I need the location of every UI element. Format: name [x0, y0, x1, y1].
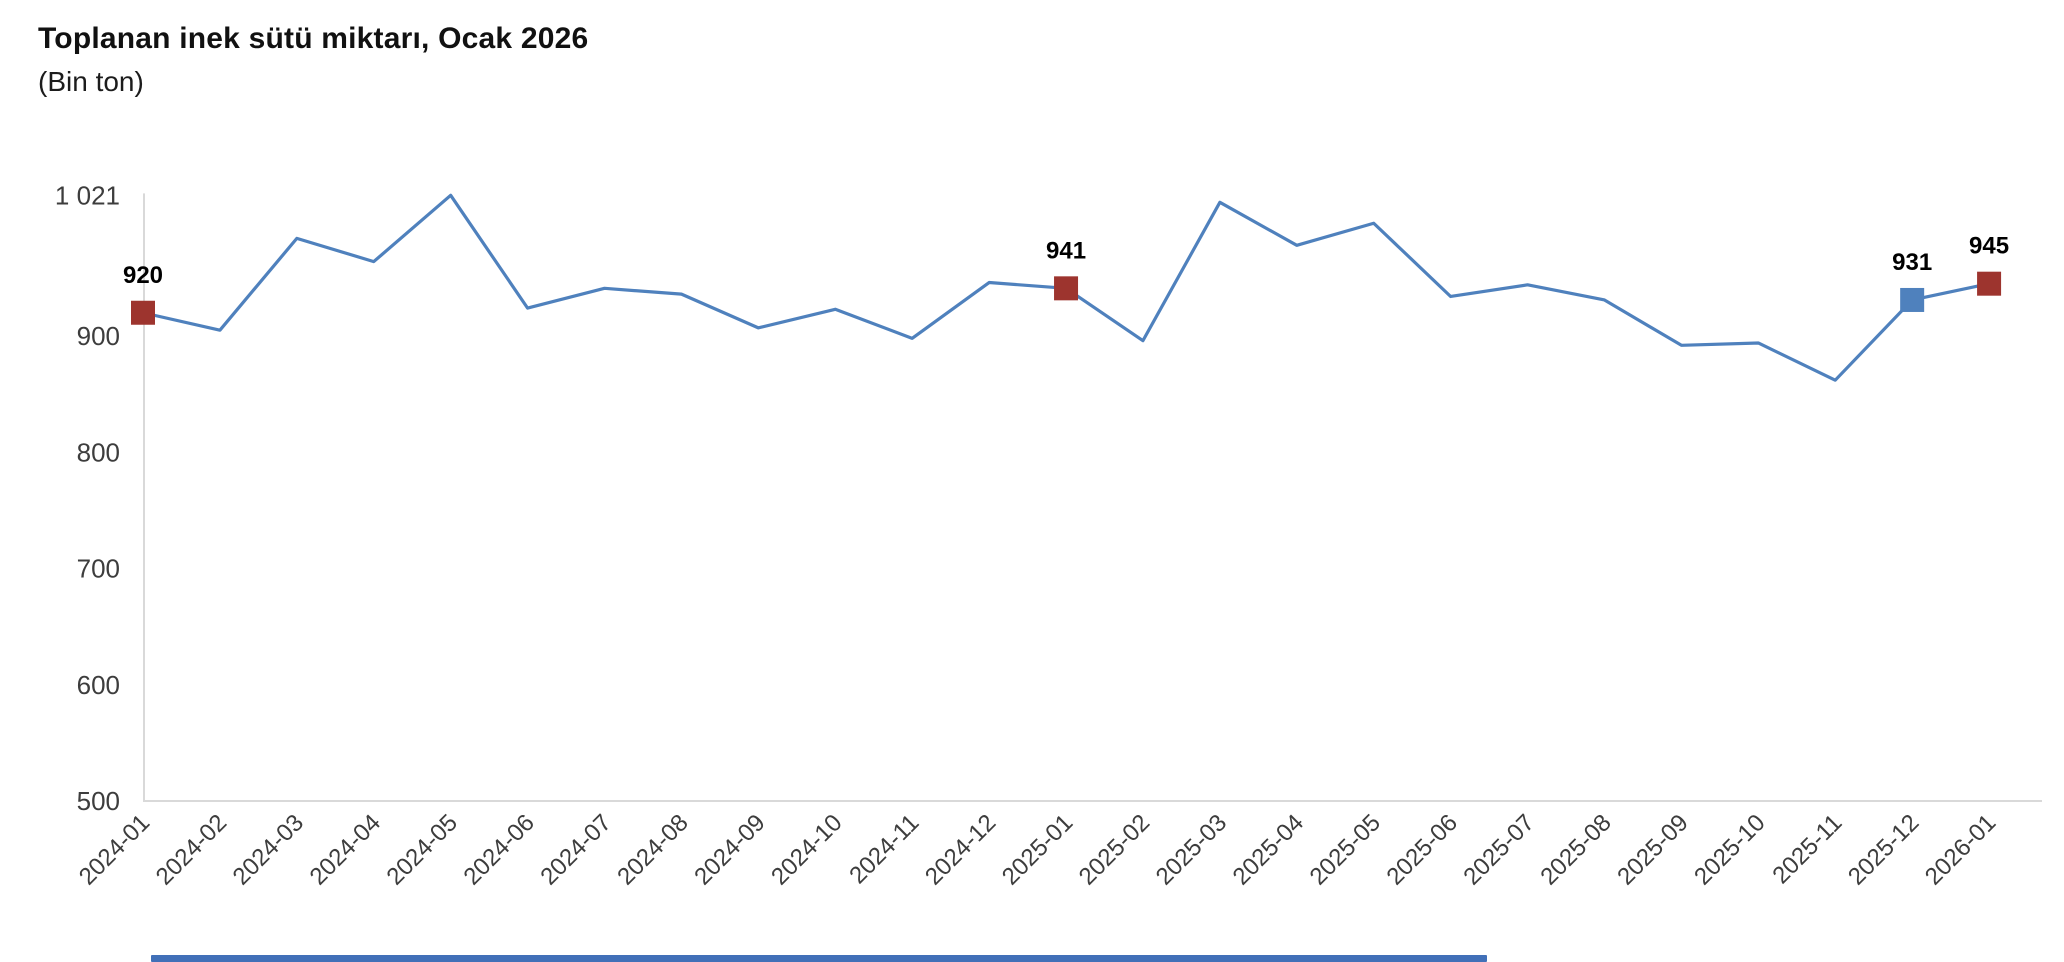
- y-axis-tick-label: 600: [77, 670, 120, 700]
- data-point-label: 931: [1892, 249, 1932, 276]
- y-axis-tick-label: 1 021: [55, 180, 120, 210]
- x-axis-tick-label: 2024-09: [689, 809, 770, 890]
- x-axis-tick-label: 2024-01: [74, 809, 155, 890]
- x-axis-tick-label: 2024-07: [535, 809, 616, 890]
- chart-title: Toplanan inek sütü miktarı, Ocak 2026: [38, 22, 589, 55]
- y-axis-tick-label: 900: [77, 321, 120, 351]
- data-point-label: 920: [123, 262, 163, 289]
- data-point-marker-2025-12[interactable]: [1900, 287, 1925, 312]
- data-point-marker-2024-01[interactable]: [131, 300, 155, 325]
- y-axis-tick-label: 800: [77, 437, 120, 467]
- data-point-label: 945: [1969, 233, 2009, 260]
- x-axis-tick-label: 2024-06: [458, 809, 539, 890]
- x-axis-tick-label: 2025-01: [997, 809, 1078, 890]
- x-axis-tick-label: 2024-10: [766, 809, 847, 890]
- x-axis-tick-label: 2024-08: [612, 809, 693, 890]
- bottom-partial-element-bar: [151, 955, 1487, 962]
- x-axis-tick-label: 2025-05: [1305, 809, 1386, 890]
- x-axis-tick-label: 2024-02: [151, 809, 232, 890]
- x-axis-tick-label: 2024-04: [305, 809, 386, 890]
- y-axis-tick-label: 700: [77, 554, 120, 584]
- x-axis-tick-label: 2024-11: [844, 809, 924, 889]
- x-axis-tick-label: 2025-07: [1458, 809, 1539, 890]
- x-axis-tick-label: 2025-04: [1228, 809, 1309, 890]
- x-axis-tick-label: 2025-02: [1074, 809, 1155, 890]
- y-axis-tick-label: 500: [77, 786, 120, 816]
- data-point-label: 941: [1046, 237, 1086, 264]
- x-axis-tick-label: 2024-12: [920, 809, 1001, 890]
- chart-unit-subtitle: (Bin ton): [38, 66, 144, 97]
- x-axis-tick-label: 2025-11: [1767, 809, 1847, 889]
- x-axis-tick-label: 2026-01: [1920, 809, 2001, 890]
- data-point-marker-2026-01[interactable]: [1977, 271, 2002, 296]
- x-axis-tick-label: 2025-08: [1535, 809, 1616, 890]
- x-axis-tick-label: 2024-03: [228, 809, 309, 890]
- x-axis-tick-label: 2025-10: [1689, 809, 1770, 890]
- x-axis-tick-label: 2025-06: [1382, 809, 1463, 890]
- x-axis-tick-label: 2024-05: [382, 809, 463, 890]
- data-point-marker-2025-01[interactable]: [1054, 276, 1079, 301]
- x-axis-tick-label: 2025-03: [1151, 809, 1232, 890]
- x-axis-tick-label: 2025-09: [1612, 809, 1693, 890]
- x-axis-tick-label: 2025-12: [1843, 809, 1924, 890]
